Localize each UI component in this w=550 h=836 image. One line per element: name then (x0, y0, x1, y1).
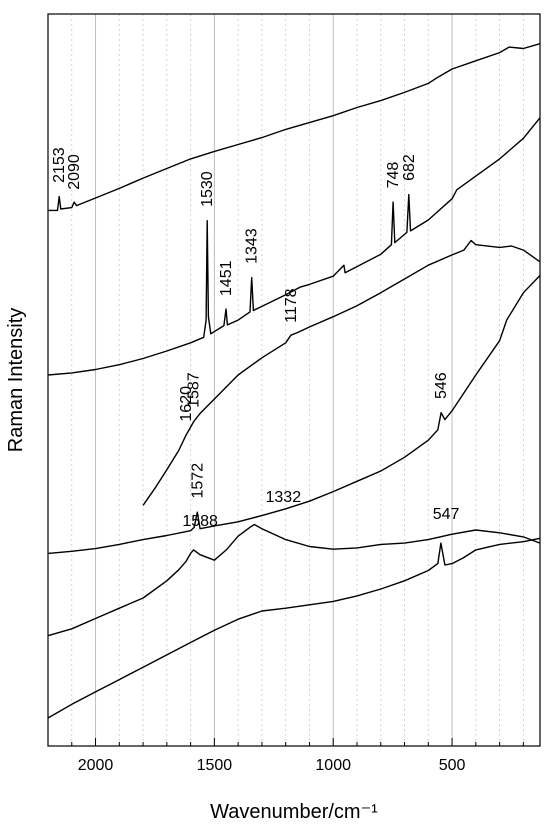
peak-label-682: 682 (401, 154, 418, 181)
peak-label-1332: 1332 (266, 489, 302, 506)
spectrum-line-3 (142, 239, 541, 506)
grid-lines (71, 14, 524, 746)
spectrum-line-5 (47, 523, 541, 637)
spectra (47, 43, 541, 719)
peak-label-1587: 1587 (186, 372, 203, 408)
peak-label-1343: 1343 (244, 228, 261, 264)
plot-frame (47, 13, 541, 747)
peak-label-748: 748 (385, 162, 402, 189)
x-axis-title: Wavenumber/cm⁻¹ (210, 801, 378, 823)
x-tick-label: 500 (439, 757, 466, 774)
peak-label-2153: 2153 (51, 147, 68, 183)
peak-label-1451: 1451 (218, 260, 235, 296)
y-axis-title: Raman Intensity (5, 308, 27, 453)
peak-label-1572: 1572 (189, 463, 206, 499)
x-tick-label: 1000 (315, 757, 351, 774)
peak-label-547: 547 (433, 506, 460, 523)
peak-label-1620: 1620 (178, 386, 195, 422)
x-axis-ticks: 2000 1500 1000 500 (71, 738, 524, 774)
peak-label-2090: 2090 (66, 154, 83, 190)
spectrum-line-4 (47, 275, 541, 555)
spectrum-line-1 (48, 43, 541, 212)
x-tick-label: 1500 (197, 757, 233, 774)
peak-label-546: 546 (433, 372, 450, 399)
peak-label-1588: 1588 (182, 513, 218, 530)
spectrum-line-6 (47, 537, 541, 719)
spectrum-line-2 (47, 117, 541, 376)
peak-label-1530: 1530 (199, 171, 216, 207)
x-tick-label: 2000 (78, 757, 114, 774)
peak-label-1178: 1178 (283, 288, 300, 323)
